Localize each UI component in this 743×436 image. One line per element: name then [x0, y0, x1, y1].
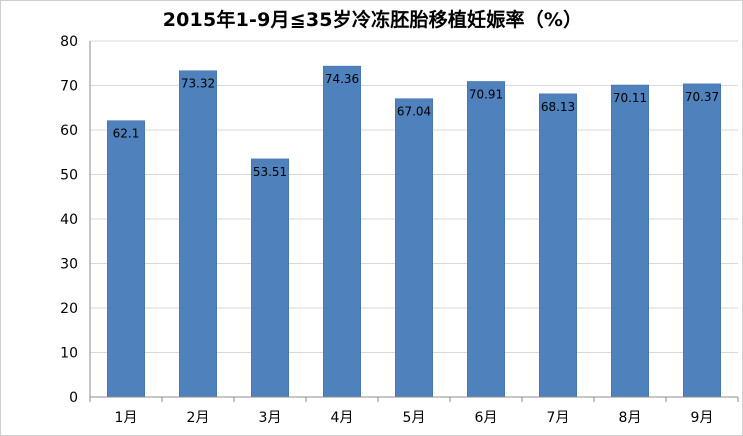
- x-tick-label: 1月: [115, 410, 138, 426]
- y-tick-label: 80: [60, 34, 78, 50]
- x-tick-label: 9月: [691, 410, 714, 426]
- x-tick-label: 6月: [475, 410, 498, 426]
- x-tick-label: 7月: [547, 410, 570, 426]
- data-labels: 62.1 73.32 53.51 74.36 67.04 70.91 68.13 70.11 7…: [113, 72, 720, 179]
- bars: [107, 65, 721, 398]
- bar: [107, 120, 145, 398]
- bar: [539, 93, 577, 398]
- y-tick-label: 40: [60, 212, 78, 228]
- bar: [683, 83, 721, 398]
- bar-value-label: 70.11: [613, 91, 647, 105]
- bar-value-label: 70.91: [469, 87, 503, 101]
- y-tick-label: 0: [69, 390, 78, 406]
- x-tick-label: 8月: [619, 410, 642, 426]
- bar: [467, 81, 505, 398]
- bar-value-label: 73.32: [181, 77, 215, 91]
- y-tick-label: 60: [60, 123, 78, 139]
- bar-value-label: 53.51: [253, 165, 287, 179]
- chart-title: 2015年1-9月≦35岁冷冻胚胎移植妊娠率（%）: [162, 9, 583, 31]
- bar: [395, 98, 433, 398]
- bar: [251, 158, 289, 398]
- bar-value-label: 70.37: [685, 90, 719, 104]
- y-axis-ticks: 0 10 20 30 40 50 60 70 80: [60, 34, 78, 406]
- bar: [179, 70, 217, 398]
- x-tick-label: 5月: [403, 410, 426, 426]
- y-tick-label: 30: [60, 257, 78, 273]
- bar-value-label: 68.13: [541, 100, 575, 114]
- y-tick-label: 50: [60, 168, 78, 184]
- bar-value-label: 67.04: [397, 105, 431, 119]
- y-tick-label: 70: [60, 79, 78, 95]
- bar: [323, 65, 361, 398]
- y-tick-label: 10: [60, 346, 78, 362]
- x-tick-label: 3月: [259, 410, 282, 426]
- x-tick-label: 4月: [331, 410, 354, 426]
- x-axis: 1月 2月 3月 4月 5月 6月 7月 8月 9月: [89, 41, 739, 426]
- y-tick-label: 20: [60, 301, 78, 317]
- bar-value-label: 74.36: [325, 72, 359, 86]
- bar-value-label: 62.1: [113, 127, 140, 141]
- bar: [611, 84, 649, 398]
- x-tick-label: 2月: [187, 410, 210, 426]
